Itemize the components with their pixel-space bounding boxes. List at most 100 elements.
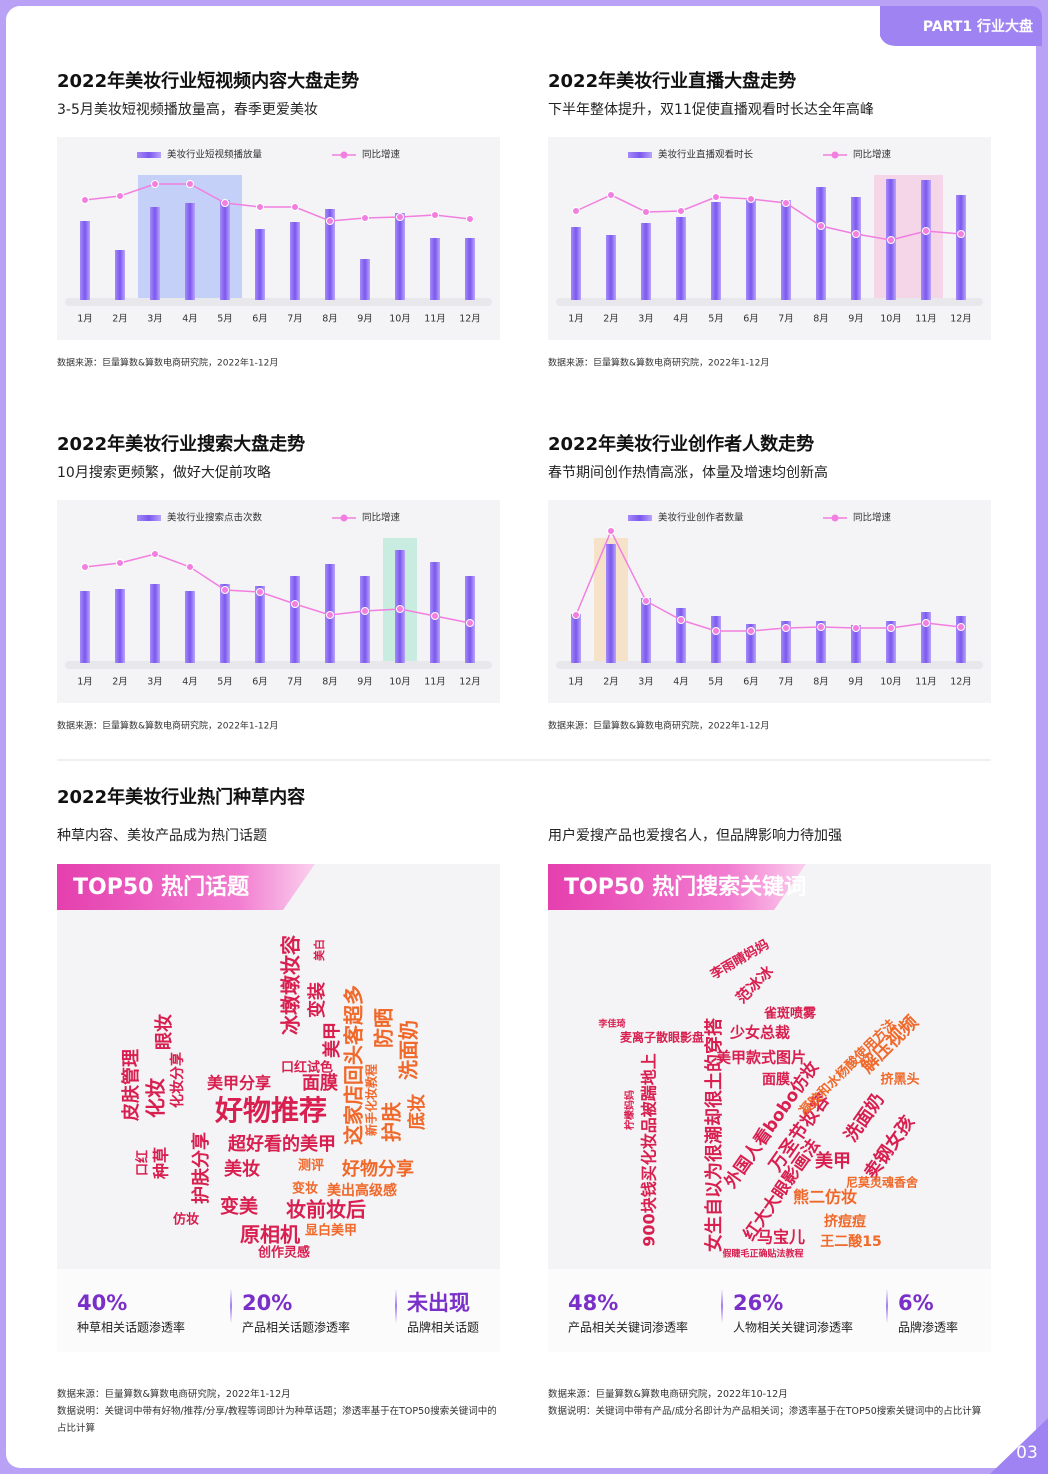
- cloud-word: 底妆: [406, 1094, 428, 1130]
- line-marker: [852, 230, 860, 238]
- stats-band: [548, 1269, 991, 1352]
- cloud-word: 洗面奶: [397, 1020, 421, 1080]
- bar: [220, 584, 230, 663]
- bar: [781, 200, 791, 300]
- cloud-word: 好物推荐: [214, 1094, 327, 1127]
- cloud-word: 皮肤管理: [120, 1049, 142, 1121]
- cloud-word: 化妆: [144, 1078, 168, 1118]
- line: [575, 529, 962, 632]
- line-marker: [957, 623, 965, 631]
- x-tick-label: 11月: [424, 314, 446, 325]
- x-tick-label: 12月: [459, 314, 481, 325]
- cloud-word: 美白: [312, 939, 326, 961]
- x-tick-label: 12月: [950, 677, 972, 688]
- legend-swatch: [831, 514, 839, 522]
- line-marker: [221, 199, 229, 207]
- cloud-word: 挤痘痘: [824, 1213, 866, 1230]
- line-marker: [852, 624, 860, 632]
- legend-swatch: [831, 151, 839, 159]
- x-tick-label: 6月: [252, 314, 268, 325]
- cloud-word: 美妆: [224, 1158, 260, 1180]
- line-marker: [712, 193, 720, 201]
- base-platform: [556, 298, 983, 306]
- cloud-word: 假睫毛正确贴法教程: [722, 1248, 803, 1260]
- legend-label: 同比增速: [362, 512, 401, 524]
- bar: [641, 223, 651, 300]
- section-subtitle: 种草内容、美妆产品成为热门话题: [57, 827, 267, 844]
- x-tick-label: 1月: [77, 677, 93, 688]
- line-marker: [957, 230, 965, 238]
- line-marker: [116, 559, 124, 567]
- x-tick-label: 4月: [182, 314, 198, 325]
- bar: [360, 259, 370, 300]
- x-tick-label: 3月: [638, 677, 654, 688]
- bar: [641, 598, 651, 663]
- x-tick-label: 12月: [459, 677, 481, 688]
- legend-label: 美妆行业直播观看时长: [658, 149, 754, 161]
- line-marker: [151, 550, 159, 558]
- legend-swatch: [628, 152, 652, 158]
- bar: [606, 544, 616, 663]
- cloud-word: 好物分享: [341, 1158, 414, 1180]
- line-marker: [677, 207, 685, 215]
- stat-divider: [395, 1288, 397, 1324]
- bar: [816, 187, 826, 300]
- bar: [711, 202, 721, 300]
- chart-subtitle: 3-5月美妆短视频播放量高，春季更爱美妆: [57, 101, 318, 118]
- x-tick-label: 6月: [252, 677, 268, 688]
- line-marker: [607, 527, 615, 535]
- banner: [548, 864, 806, 910]
- cloud-word: 尼莫灵魂香舍: [846, 1175, 919, 1190]
- stat-divider: [886, 1288, 888, 1324]
- line-marker: [396, 213, 404, 221]
- stat-label: 产品相关关键词渗透率: [568, 1320, 688, 1335]
- highlight: [874, 175, 943, 300]
- x-tick-label: 9月: [357, 677, 373, 688]
- cloud-word: 美甲分享: [207, 1074, 271, 1093]
- cloud-word: 变妆: [292, 1181, 318, 1197]
- x-tick-label: 11月: [915, 677, 937, 688]
- x-tick-label: 6月: [743, 314, 759, 325]
- bar: [851, 625, 861, 663]
- stat-label: 品牌相关话题: [407, 1321, 479, 1335]
- line-marker: [747, 627, 755, 635]
- bar: [80, 221, 90, 300]
- line-marker: [607, 191, 615, 199]
- bar: [80, 591, 90, 663]
- stat-divider: [721, 1288, 723, 1324]
- cloud-word: 口红: [135, 1150, 151, 1176]
- bar: [676, 217, 686, 300]
- x-tick-label: 11月: [424, 677, 446, 688]
- cloud-word: 创作灵感: [257, 1245, 310, 1261]
- legend-label: 美妆行业短视频播放量: [167, 149, 263, 161]
- bar: [185, 591, 195, 663]
- chart-subtitle: 10月搜索更频繁，做好大促前攻略: [57, 464, 271, 481]
- x-tick-label: 2月: [603, 314, 619, 325]
- cloud-word: 少女总裁: [729, 1024, 790, 1042]
- cloud-word: 变美: [220, 1195, 259, 1218]
- legend-label: 同比增速: [853, 149, 892, 161]
- x-tick-label: 1月: [568, 314, 584, 325]
- line-marker: [186, 563, 194, 571]
- x-tick-label: 3月: [638, 314, 654, 325]
- x-tick-label: 11月: [915, 314, 937, 325]
- chart-title: 2022年美妆行业直播大盘走势: [548, 70, 796, 92]
- line-marker: [887, 236, 895, 244]
- cloud-word: 口红试色: [281, 1060, 333, 1076]
- line-marker: [221, 586, 229, 594]
- x-tick-label: 5月: [217, 677, 233, 688]
- x-tick-label: 8月: [322, 314, 338, 325]
- base-platform: [65, 298, 492, 306]
- stat-value: 20%: [242, 1291, 292, 1315]
- x-tick-label: 9月: [848, 677, 864, 688]
- line-marker: [81, 563, 89, 571]
- x-tick-label: 8月: [813, 677, 829, 688]
- cloud-word: 李佳琦: [597, 1018, 625, 1030]
- cloud-word: 雀斑喷雾: [763, 1006, 817, 1022]
- notes: 数据来源：巨量算数&算数电商研究院，2022年10-12月 数据说明：关键词中带有…: [548, 1386, 993, 1420]
- cloud-word: 柠檬妈妈: [623, 1090, 636, 1130]
- line-marker: [922, 227, 930, 235]
- legend-swatch: [340, 151, 348, 159]
- bar: [746, 200, 756, 300]
